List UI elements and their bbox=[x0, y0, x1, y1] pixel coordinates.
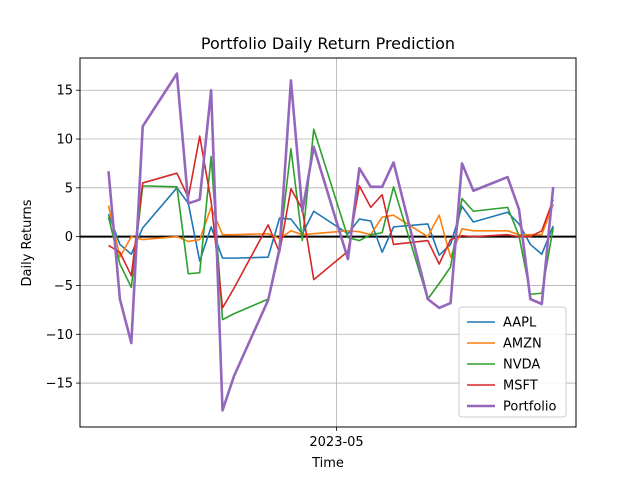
y-axis-label: Daily Returns bbox=[20, 199, 35, 286]
legend: AAPL AMZN NVDA MSFT Portfolio bbox=[458, 306, 567, 418]
legend-label-nvda: NVDA bbox=[503, 358, 540, 373]
series-line-nvda bbox=[107, 128, 554, 321]
legend-box bbox=[458, 306, 567, 418]
x-axis-ticks: 2023-05 bbox=[309, 427, 364, 450]
legend-label-portfolio: Portfolio bbox=[503, 400, 557, 415]
series-line-aapl bbox=[107, 187, 554, 262]
y-tick-label: −15 bbox=[46, 377, 73, 392]
y-tick-label: −5 bbox=[54, 279, 73, 294]
y-tick-label: 15 bbox=[56, 84, 73, 99]
chart-title: Portfolio Daily Return Prediction bbox=[201, 34, 455, 53]
x-axis-label: Time bbox=[311, 456, 344, 471]
y-tick-label: 0 bbox=[65, 230, 73, 245]
y-tick-label: 10 bbox=[56, 133, 73, 148]
series-line-amzn bbox=[107, 204, 554, 258]
x-tick-label: 2023-05 bbox=[309, 435, 363, 450]
legend-label-aapl: AAPL bbox=[503, 316, 537, 331]
series-lines bbox=[107, 72, 555, 412]
y-tick-label: 5 bbox=[65, 181, 73, 196]
legend-label-amzn: AMZN bbox=[503, 337, 542, 352]
plot-area-frame bbox=[79, 57, 577, 428]
y-axis-ticks: −15 −10 −5 0 5 10 15 bbox=[46, 84, 80, 392]
y-tick-label: −10 bbox=[46, 328, 73, 343]
series-line-portfolio bbox=[107, 72, 555, 412]
legend-label-msft: MSFT bbox=[503, 379, 538, 394]
